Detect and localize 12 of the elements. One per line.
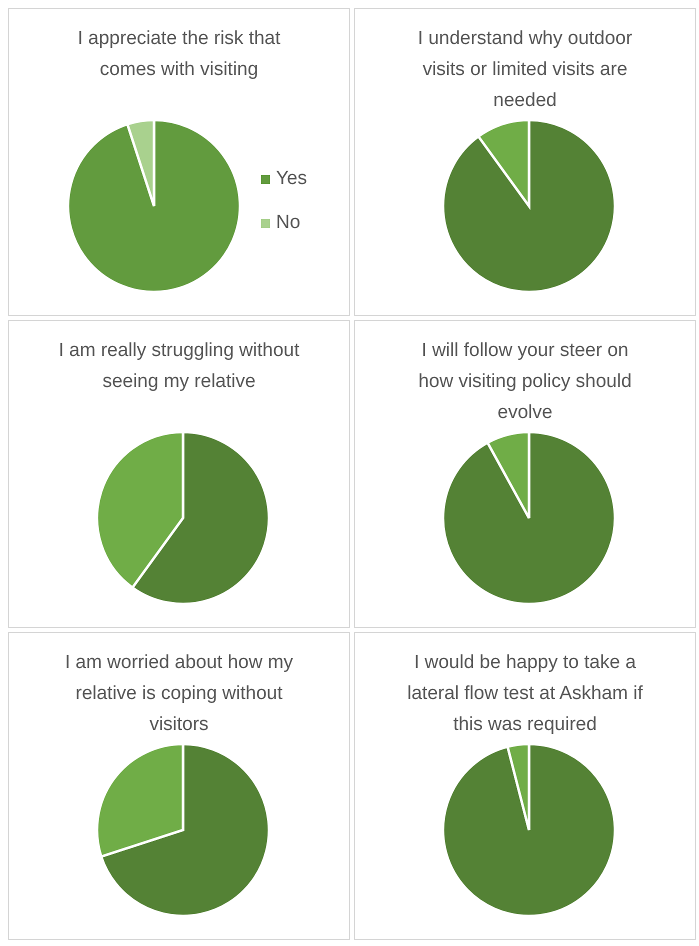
legend-label: No bbox=[275, 211, 302, 235]
pie-slice bbox=[100, 742, 270, 918]
pie-slice bbox=[66, 118, 242, 294]
chart-title: I am really struggling without seeing my relative bbox=[58, 339, 300, 394]
chart-title: I appreciate the risk that comes with visiting bbox=[76, 27, 282, 82]
chart-title: I will follow your steer on how visiting policy should evolve bbox=[417, 339, 633, 425]
chart-title: I would be happy to take a lateral flow test at Askham if this was required bbox=[406, 651, 644, 737]
chart-title: I am worried about how my relative is coping without visitors bbox=[64, 651, 294, 737]
legend-label: Yes bbox=[275, 167, 307, 191]
pie-slice bbox=[442, 430, 616, 606]
chart-title: I understand why outdoor visits or limited visits are needed bbox=[416, 27, 634, 113]
pie-slice bbox=[442, 742, 616, 918]
